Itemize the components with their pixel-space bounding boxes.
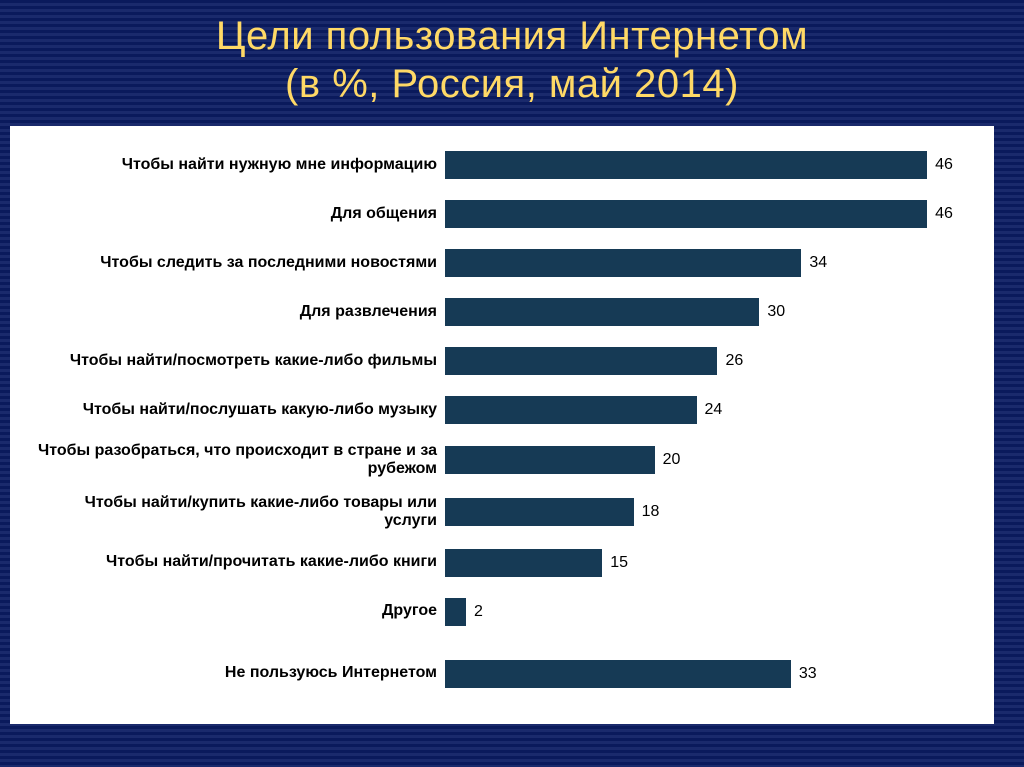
bar-fill <box>445 200 927 228</box>
bar-value: 24 <box>705 401 723 419</box>
bar-track: 30 <box>445 298 969 326</box>
bar-track: 20 <box>445 446 969 474</box>
bar-value: 34 <box>809 254 827 272</box>
chart-row: Для общения 46 <box>35 197 969 231</box>
bar-label: Чтобы найти нужную мне информацию <box>35 156 445 174</box>
bar-fill <box>445 598 466 626</box>
chart-row: Чтобы разобраться, что происходит в стра… <box>35 442 969 479</box>
bar-track: 33 <box>445 660 969 688</box>
bar-label: Для развлечения <box>35 303 445 321</box>
bar-value: 30 <box>767 303 785 321</box>
chart-row: Чтобы найти/прочитать какие-либо книги 15 <box>35 546 969 580</box>
bar-track: 18 <box>445 498 969 526</box>
bar-track: 26 <box>445 347 969 375</box>
bar-label: Чтобы найти/послушать какую-либо музыку <box>35 401 445 419</box>
bar-track: 15 <box>445 549 969 577</box>
chart-row: Чтобы найти нужную мне информацию 46 <box>35 148 969 182</box>
bar-label: Чтобы найти/купить какие-либо товары или… <box>35 494 445 531</box>
chart-row: Другое 2 <box>35 595 969 629</box>
bar-fill <box>445 347 717 375</box>
chart-row: Чтобы найти/послушать какую-либо музыку 2… <box>35 393 969 427</box>
chart-row: Для развлечения 30 <box>35 295 969 329</box>
bar-track: 46 <box>445 151 969 179</box>
bar-value: 18 <box>642 503 660 521</box>
bar-fill <box>445 151 927 179</box>
bar-track: 34 <box>445 249 969 277</box>
bar-fill <box>445 660 791 688</box>
bar-value: 20 <box>663 451 681 469</box>
bar-chart: Чтобы найти нужную мне информацию46Для о… <box>10 126 994 724</box>
bar-value: 26 <box>725 352 743 370</box>
bar-label: Не пользуюсь Интернетом <box>35 664 445 682</box>
chart-row: Не пользуюсь Интернетом 33 <box>35 657 969 691</box>
chart-row: Чтобы найти/посмотреть какие-либо фильмы… <box>35 344 969 378</box>
bar-label: Чтобы следить за последними новостями <box>35 254 445 272</box>
bar-value: 2 <box>474 603 483 621</box>
bar-value: 46 <box>935 156 953 174</box>
chart-row: Чтобы следить за последними новостями 34 <box>35 246 969 280</box>
bar-label: Чтобы найти/посмотреть какие-либо фильмы <box>35 352 445 370</box>
bar-label: Другое <box>35 602 445 620</box>
bar-value: 15 <box>610 554 628 572</box>
bar-fill <box>445 396 697 424</box>
bar-label: Для общения <box>35 205 445 223</box>
title-line-2: (в %, Россия, май 2014) <box>285 62 739 106</box>
bar-label: Чтобы разобраться, что происходит в стра… <box>35 442 445 479</box>
bar-value: 33 <box>799 665 817 683</box>
chart-row: Чтобы найти/купить какие-либо товары или… <box>35 494 969 531</box>
slide-title: Цели пользования Интернетом (в %, Россия… <box>0 0 1024 108</box>
bar-track: 24 <box>445 396 969 424</box>
bar-fill <box>445 549 602 577</box>
bar-fill <box>445 249 801 277</box>
bar-fill <box>445 446 655 474</box>
bar-label: Чтобы найти/прочитать какие-либо книги <box>35 553 445 571</box>
bar-fill <box>445 498 634 526</box>
title-line-1: Цели пользования Интернетом <box>216 14 808 58</box>
bar-fill <box>445 298 759 326</box>
bar-track: 2 <box>445 598 969 626</box>
bar-track: 46 <box>445 200 969 228</box>
bar-value: 46 <box>935 205 953 223</box>
